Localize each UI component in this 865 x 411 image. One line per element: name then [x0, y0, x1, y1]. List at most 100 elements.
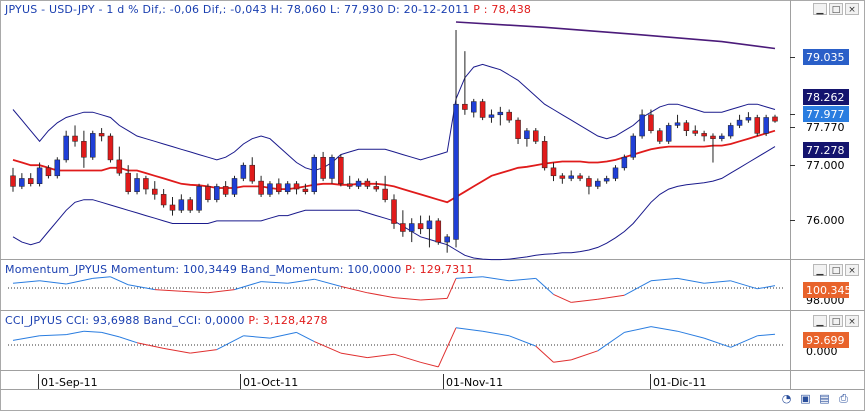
cci-pane-header: CCI_JPYUS CCI: 93,6988 Band_CCI: 0,0000 … — [5, 314, 328, 327]
momentum-value-badge — [803, 282, 849, 298]
maximize-icon[interactable]: □ — [829, 315, 843, 327]
momentum-line-segment — [110, 276, 129, 286]
cci-line-segment — [136, 342, 164, 349]
close-icon[interactable]: × — [845, 3, 859, 15]
momentum-line-segment — [39, 280, 67, 285]
momentum-line-segment — [624, 280, 652, 296]
x-tick-label: 01-Nov-11 — [446, 376, 503, 389]
bearish-candle — [648, 114, 654, 131]
cci-line-segment — [83, 330, 102, 333]
momentum-line-segment — [261, 281, 288, 284]
y-tick-label: 76.000 — [806, 214, 845, 227]
momentum-line-segment — [154, 289, 182, 292]
main-pane-price: P : 78,438 — [473, 3, 532, 16]
maximize-icon[interactable]: □ — [829, 264, 843, 276]
cci-pane-title: CCI_JPYUS CCI: 93,6988 Band_CCI: 0,0000 — [5, 314, 245, 327]
bullish-candle — [603, 178, 610, 182]
x-tick-label: 01-Oct-11 — [243, 376, 298, 389]
bullish-candle — [214, 186, 220, 200]
bearish-candle — [293, 183, 300, 190]
maximize-icon[interactable]: □ — [829, 3, 843, 15]
lower-band-price-label: 77.278 — [806, 144, 845, 157]
bearish-candle — [258, 180, 264, 195]
cci-line-segment — [420, 361, 439, 368]
color-palette-icon[interactable]: ◔ — [781, 392, 792, 405]
bearish-candle — [320, 156, 326, 179]
close-icon[interactable]: × — [845, 315, 859, 327]
long-moving-average-line — [455, 21, 776, 50]
cci-tick-label: 0.000 — [806, 345, 838, 358]
bearish-candle — [550, 167, 557, 177]
last-price-badge — [803, 106, 849, 122]
bullish-candle — [178, 199, 185, 211]
bearish-candle — [391, 199, 397, 224]
bearish-candle — [515, 119, 521, 139]
bearish-candle — [72, 135, 78, 142]
cci-pane-controls: ▁ □ × — [813, 315, 859, 327]
bullish-candle — [89, 133, 96, 158]
upper-band-price-label: 79.035 — [806, 51, 845, 64]
bearish-candle — [116, 159, 123, 174]
cci-line-segment — [703, 337, 731, 348]
minimize-icon[interactable]: ▁ — [813, 3, 827, 15]
momentum-line-segment — [509, 277, 536, 282]
momentum-line-segment — [128, 284, 155, 291]
bullish-candle — [595, 180, 601, 187]
bullish-candle — [524, 130, 530, 139]
cci-pane-price: P: 3,128,4278 — [248, 314, 328, 327]
bearish-candle — [435, 220, 442, 243]
bullish-candle — [470, 101, 477, 113]
save-icon[interactable]: ▣ — [800, 392, 811, 405]
momentum-line-segment — [677, 277, 705, 284]
export-icon[interactable]: ▤ — [819, 392, 830, 405]
bearish-candle — [462, 103, 468, 110]
main-pane-controls: ▁ □ × — [813, 3, 859, 15]
bearish-candle — [683, 122, 690, 131]
minimize-icon[interactable]: ▁ — [813, 315, 827, 327]
bullish-candle — [240, 164, 247, 179]
print-icon[interactable]: ⎙ — [839, 392, 848, 405]
cci-line-segment — [455, 327, 483, 332]
bullish-candle — [763, 117, 769, 134]
bearish-candle — [533, 130, 539, 142]
close-icon[interactable]: × — [845, 264, 859, 276]
bullish-candle — [621, 156, 628, 169]
main-pane-header: JPYUS - USD-JPY - 1 d % Dif,: -0,06 Dif,… — [5, 3, 531, 16]
lower-band-price-badge — [803, 142, 849, 158]
cci-line-segment — [243, 335, 271, 339]
minimize-icon[interactable]: ▁ — [813, 264, 827, 276]
upper-band-price-badge — [803, 49, 849, 65]
cci-line-segment — [314, 341, 341, 354]
bullish-candle — [727, 125, 734, 137]
bullish-candle — [231, 178, 238, 195]
upper-band-line — [12, 63, 776, 172]
bullish-candle — [134, 178, 140, 192]
momentum-line-segment — [446, 278, 457, 299]
bullish-candle — [355, 180, 362, 187]
bullish-candle — [19, 178, 25, 187]
cci-line-segment — [39, 334, 67, 337]
bearish-candle — [541, 141, 548, 169]
bearish-candle — [152, 188, 158, 195]
momentum-line-segment — [234, 281, 262, 291]
momentum-line-segment — [482, 276, 510, 282]
momentum-line-segment — [66, 277, 93, 285]
bearish-candle — [506, 111, 512, 121]
bearish-candle — [559, 175, 566, 179]
cci-line-segment — [66, 330, 84, 336]
cci-line-segment — [437, 327, 457, 368]
bearish-candle — [107, 135, 114, 161]
bullish-candle — [568, 175, 574, 179]
cci-line-segment — [296, 331, 315, 343]
momentum-pane-price: P: 129,7311 — [405, 263, 474, 276]
bearish-candle — [701, 133, 707, 137]
cci-line-segment — [482, 330, 510, 337]
cci-line-segment — [553, 359, 572, 363]
bearish-candle — [373, 186, 380, 190]
bullish-candle — [196, 186, 202, 211]
bullish-candle — [630, 135, 636, 158]
bearish-candle — [187, 199, 193, 211]
bearish-candle — [98, 133, 105, 137]
momentum-line-segment — [757, 285, 776, 290]
